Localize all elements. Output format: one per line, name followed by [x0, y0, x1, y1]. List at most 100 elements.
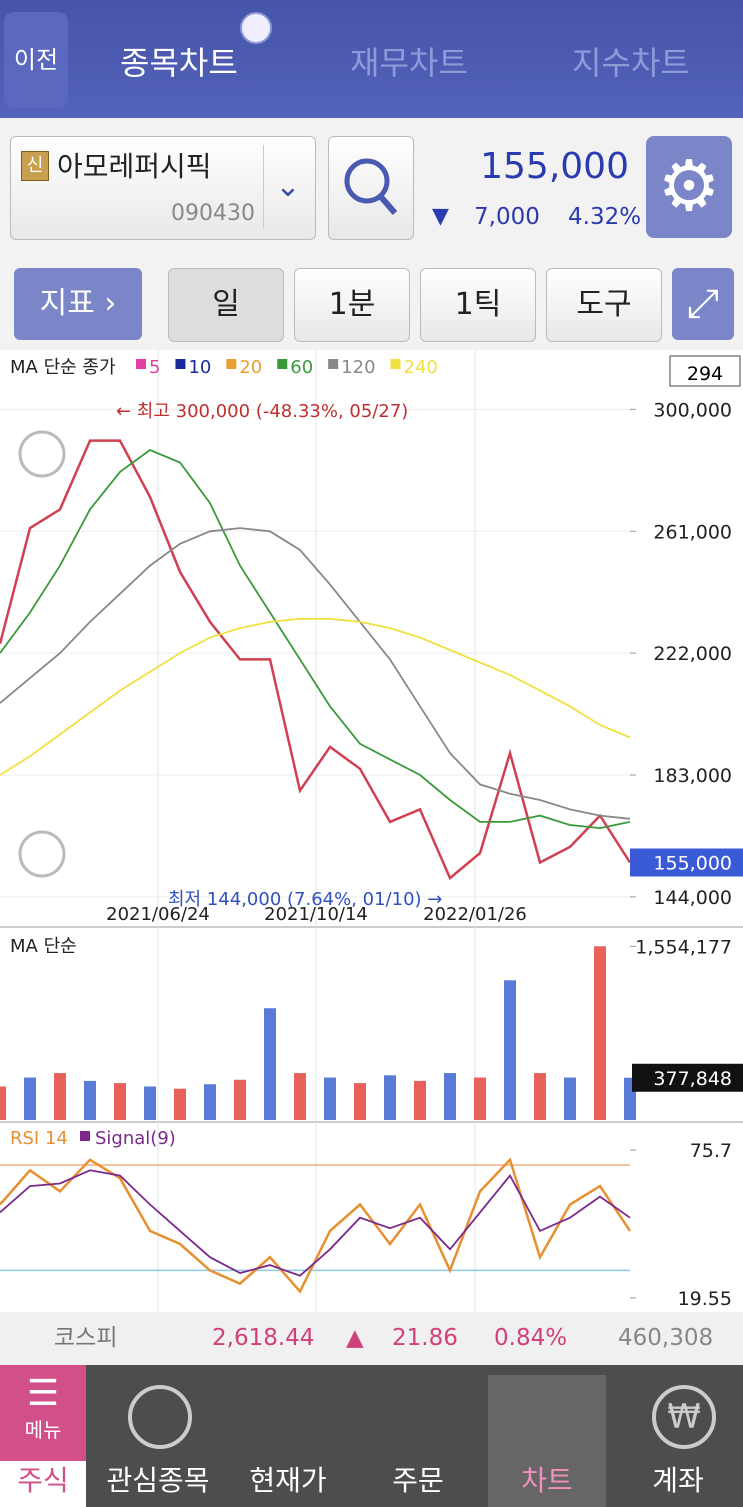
series-line	[0, 439, 632, 881]
expand-button[interactable]: ⤢	[672, 268, 734, 340]
nav-item[interactable]: 주문	[392, 1464, 444, 1497]
back-button[interactable]: 이전	[4, 12, 68, 108]
y-tick-label: 183,000	[653, 765, 732, 787]
series-line	[0, 448, 631, 830]
volume-bar	[324, 1077, 336, 1120]
legend-swatch	[277, 359, 288, 369]
charts: 300,000 261,000 222,000 183,000 144,000 MA 단순…	[0, 350, 743, 1312]
change-pct: 4.32%	[568, 204, 642, 230]
menu-button[interactable]: ☰ 메뉴	[0, 1365, 86, 1461]
volume-bar	[354, 1083, 366, 1120]
market-sign: ▲	[346, 1325, 364, 1351]
nav-item[interactable]: 현재가	[249, 1464, 327, 1497]
market-pct: 0.84%	[494, 1325, 568, 1351]
date-label: 2022/01/26	[423, 904, 527, 925]
volume-bar	[54, 1073, 66, 1120]
legend-label: 120	[341, 357, 375, 378]
volume-bar	[294, 1073, 306, 1120]
nav-item[interactable]: 차트	[521, 1464, 573, 1497]
period-button[interactable]: 1분	[294, 268, 410, 342]
volume-bar	[594, 946, 606, 1120]
current-price: 155,000	[653, 853, 732, 875]
toolbar: 지표 › 일 1분 1틱 도구 ⤢	[0, 250, 743, 350]
market-index: 2,618.44	[212, 1325, 315, 1351]
legend-swatch	[226, 359, 237, 369]
y-tick-label: 300,000	[653, 399, 732, 421]
signal-label: Signal(9)	[95, 1128, 176, 1149]
legend-label: 20	[239, 357, 262, 378]
y-tick-label: 261,000	[653, 521, 732, 543]
stock-bar: 신 아모레퍼시픽 090430 ⌄ 155,000 ▼ 7,000 4.32% …	[0, 118, 743, 250]
market-change: 21.86	[392, 1325, 458, 1351]
volume-bar	[0, 1086, 6, 1120]
menu-label: 메뉴	[24, 1418, 62, 1442]
settings-button[interactable]: ⚙	[646, 136, 732, 238]
volume-bar	[384, 1075, 396, 1120]
change-sign: ▼	[432, 204, 449, 229]
market-volume: 460,308	[618, 1325, 714, 1351]
nav-active-bg	[488, 1375, 606, 1507]
volume-bar	[264, 1008, 276, 1120]
legend-label: 60	[290, 357, 313, 378]
change: 7,000	[474, 204, 540, 230]
y-tick-label: 144,000	[653, 887, 732, 909]
market-name: 코스피	[54, 1325, 118, 1351]
badge: 신	[21, 151, 49, 181]
market-bar: 코스피 2,618.44 ▲ 21.86 0.84% 460,308	[0, 1312, 743, 1365]
high-note: ← 최고 300,000 (-48.33%, 05/27)	[116, 401, 408, 422]
stock-selector[interactable]: 신 아모레퍼시픽 090430 ⌄	[10, 136, 316, 240]
series-line	[0, 1169, 631, 1277]
search-icon	[344, 158, 398, 215]
volume-bar	[144, 1086, 156, 1120]
volume-bar	[24, 1077, 36, 1120]
period-button[interactable]: 일	[168, 268, 284, 342]
low-note: 최저 144,000 (7.64%, 01/10) →	[168, 889, 442, 910]
volume-bar	[414, 1080, 426, 1120]
tab[interactable]: 종목차트	[120, 44, 238, 82]
nav-item[interactable]: 관심종목	[106, 1464, 210, 1497]
price: 155,000	[480, 146, 629, 187]
header: 이전 종목차트 재무차트 지수차트	[0, 0, 743, 118]
stock-name: 아모레퍼시픽	[57, 150, 212, 183]
current-volume-box	[632, 1063, 743, 1092]
volume-bar	[534, 1073, 546, 1120]
volume-bar	[204, 1084, 216, 1120]
volume-bar	[234, 1079, 246, 1120]
indicator-button[interactable]: 지표 ›	[14, 268, 142, 340]
legend-title: MA 단순 종가	[10, 357, 116, 378]
y-tick-label: 1,554,177	[635, 936, 732, 958]
series-line	[0, 617, 631, 776]
bottom-nav: ☰ 메뉴 주식 관심종목 현재가 주문 차트 계좌 ₩	[0, 1365, 743, 1507]
tab[interactable]: 지수차트	[572, 44, 690, 82]
signal-swatch	[80, 1131, 90, 1141]
y-tick-label: 75.7	[690, 1140, 732, 1162]
indicator-label: 지표	[39, 286, 95, 321]
nav-item[interactable]: 계좌	[652, 1464, 704, 1497]
tab[interactable]: 재무차트	[350, 44, 468, 82]
tab-badge	[240, 12, 272, 44]
legend-swatch	[390, 359, 401, 369]
nav-item[interactable]: 주식	[0, 1461, 86, 1507]
rsi-title: RSI 14	[10, 1128, 68, 1149]
count: 294	[687, 363, 723, 385]
dropdown[interactable]: ⌄	[263, 145, 312, 229]
date-label: 2021/06/24	[106, 904, 210, 925]
y-tick-label: 222,000	[653, 643, 732, 665]
date-label: 2021/10/14	[264, 904, 368, 925]
volume-bar	[504, 980, 516, 1120]
volume-bar	[114, 1083, 126, 1120]
series-line	[0, 527, 631, 820]
nav-icon	[128, 1385, 192, 1449]
volume-bar	[564, 1077, 576, 1120]
legend-swatch	[328, 359, 339, 369]
tool-button[interactable]: 도구	[546, 268, 662, 342]
period-button[interactable]: 1틱	[420, 268, 536, 342]
legend-label: 10	[188, 357, 211, 378]
search-button[interactable]	[328, 136, 414, 240]
legend-swatch	[136, 359, 146, 369]
zoom-in[interactable]	[18, 430, 66, 478]
volume-bar	[84, 1080, 96, 1120]
count-box	[669, 355, 741, 387]
zoom-out[interactable]	[18, 830, 66, 878]
